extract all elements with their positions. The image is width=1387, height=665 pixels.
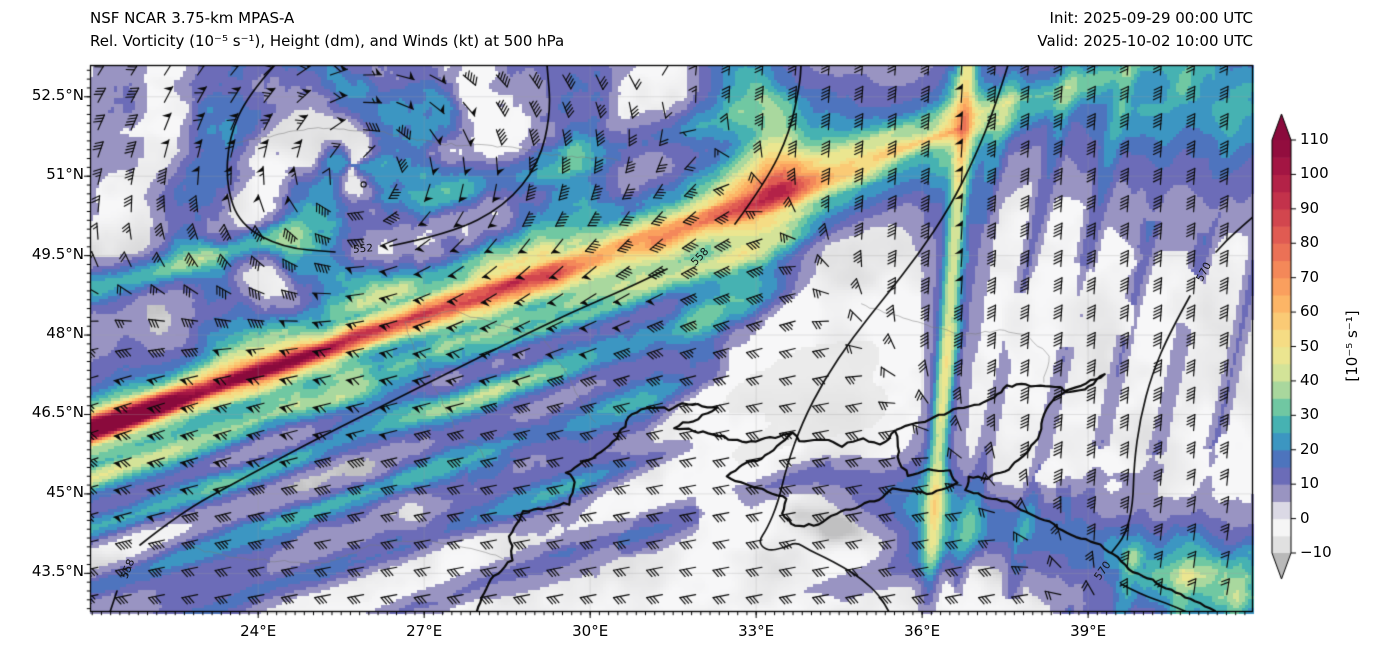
y-axis-tick-label: 49.5°N xyxy=(31,244,84,263)
x-axis-tick-label: 39°E xyxy=(1070,622,1107,640)
colorbar-tick-label: 0 xyxy=(1300,508,1310,527)
colorbar-tick-label: 70 xyxy=(1300,267,1320,286)
colorbar-tick-label: 20 xyxy=(1300,439,1320,458)
valid-time-label: Valid: 2025-10-02 10:00 UTC xyxy=(1037,32,1253,50)
colorbar-unit-label: [10⁻⁵ s⁻¹] xyxy=(1343,310,1361,382)
x-axis-tick-label: 30°E xyxy=(572,622,609,640)
colorbar-tick-label: 30 xyxy=(1300,405,1320,424)
colorbar-tick-label: 110 xyxy=(1300,130,1329,148)
init-time-label: Init: 2025-09-29 00:00 UTC xyxy=(1049,9,1253,27)
contour-label: 552 xyxy=(352,242,374,256)
plot-title-model: NSF NCAR 3.75-km MPAS-A xyxy=(90,9,295,27)
x-axis-tick-label: 36°E xyxy=(904,622,941,640)
y-axis-tick-label: 46.5°N xyxy=(31,403,84,422)
y-axis-tick-label: 48°N xyxy=(46,324,84,343)
colorbar-tick-label: 80 xyxy=(1300,233,1320,252)
colorbar-tick-label: 60 xyxy=(1300,302,1320,321)
colorbar-tick-label: 10 xyxy=(1300,474,1320,493)
y-axis-tick-label: 51°N xyxy=(46,165,84,184)
colorbar-tick-label: 100 xyxy=(1300,164,1329,183)
x-axis-tick-label: 24°E xyxy=(240,622,277,640)
y-axis-tick-label: 52.5°N xyxy=(31,85,84,104)
colorbar-tick-label: 40 xyxy=(1300,370,1320,389)
plot-title-fields: Rel. Vorticity (10⁻⁵ s⁻¹), Height (dm), … xyxy=(90,32,565,50)
colorbar-tick-label: −10 xyxy=(1300,543,1332,561)
x-axis-tick-label: 33°E xyxy=(738,622,775,640)
x-axis-tick-label: 27°E xyxy=(406,622,443,640)
colorbar-tick-label: 90 xyxy=(1300,198,1320,217)
colorbar-tick-label: 50 xyxy=(1300,336,1320,355)
y-axis-tick-label: 43.5°N xyxy=(31,562,84,581)
y-axis-tick-label: 45°N xyxy=(46,482,84,501)
